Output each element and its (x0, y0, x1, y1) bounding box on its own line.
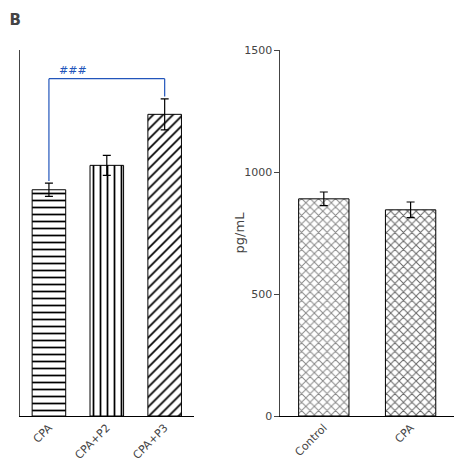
svg-text:CPA+P2: CPA+P2 (73, 422, 113, 462)
svg-text:0: 0 (265, 410, 272, 423)
svg-text:1500: 1500 (244, 44, 272, 57)
svg-text:###: ### (59, 64, 87, 77)
svg-text:CPA: CPA (392, 421, 416, 445)
svg-text:500: 500 (251, 288, 272, 301)
svg-text:Control: Control (292, 422, 329, 459)
svg-text:CPA+P3: CPA+P3 (130, 422, 170, 462)
svg-text:1000: 1000 (244, 166, 272, 179)
svg-text:B: B (9, 11, 20, 29)
svg-text:pg/mL: pg/mL (232, 212, 247, 254)
svg-text:CPA: CPA (31, 421, 55, 445)
